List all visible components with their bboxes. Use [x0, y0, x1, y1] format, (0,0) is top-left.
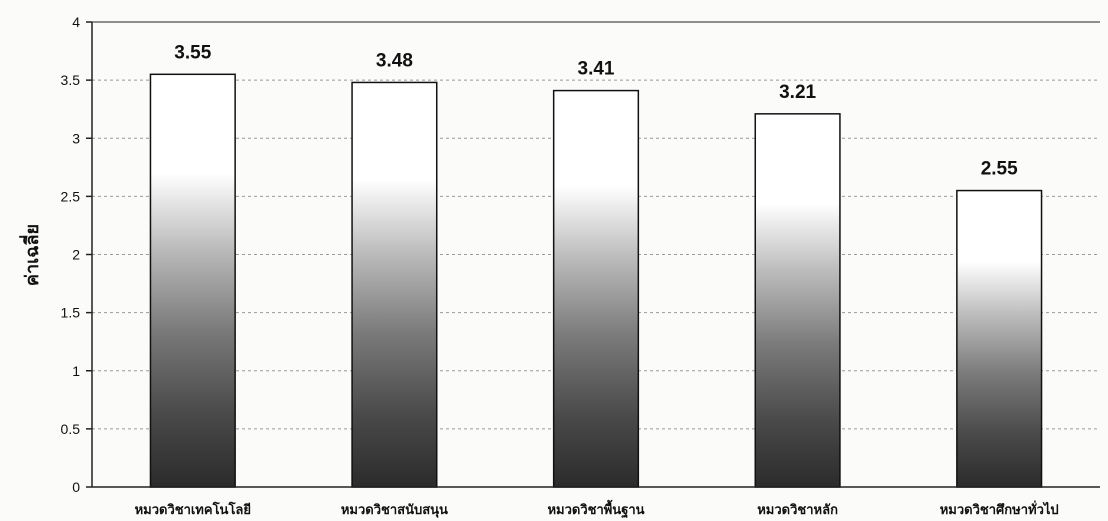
- y-tick-label: 1: [72, 363, 80, 379]
- data-label: 3.41: [578, 59, 615, 80]
- y-tick-label: 2.5: [61, 188, 81, 204]
- data-label: 2.55: [981, 159, 1018, 180]
- x-tick-label: หมวดวิชาสนับสนุน: [341, 503, 448, 518]
- y-tick-label: 3: [72, 130, 80, 146]
- labels: 0 0.5 1 1.5 2 2.5 3 3.5 4 3.55 หมวดวิชาเทคโนโลยี 3.…: [61, 14, 1059, 519]
- y-tick-label: 3.5: [61, 72, 81, 88]
- x-tick-label: หมวดวิชาศึกษาทั่วไป: [940, 500, 1059, 518]
- x-tick-label: หมวดวิชาพื้นฐาน: [547, 499, 644, 519]
- bar: [754, 113, 841, 488]
- bar: [552, 89, 640, 488]
- x-tick-label: หมวดวิชาเทคโนโลยี: [135, 501, 251, 518]
- bar: [351, 81, 438, 488]
- y-axis-title: ค่าเฉลี่ย: [19, 224, 43, 286]
- y-tick-label: 1.5: [61, 305, 81, 321]
- bar: [956, 189, 1043, 488]
- axes: [86, 21, 1100, 488]
- data-label: 3.21: [779, 82, 816, 103]
- data-label: 3.55: [174, 42, 211, 63]
- bar: [149, 73, 236, 488]
- y-tick-label: 0: [72, 479, 80, 495]
- y-tick-label: 4: [72, 14, 80, 30]
- y-tick-label: 0.5: [61, 421, 81, 437]
- x-tick-label: หมวดวิชาหลัก: [757, 503, 838, 518]
- bars: [149, 73, 1043, 488]
- data-label: 3.48: [376, 50, 413, 71]
- y-tick-label: 2: [72, 247, 80, 263]
